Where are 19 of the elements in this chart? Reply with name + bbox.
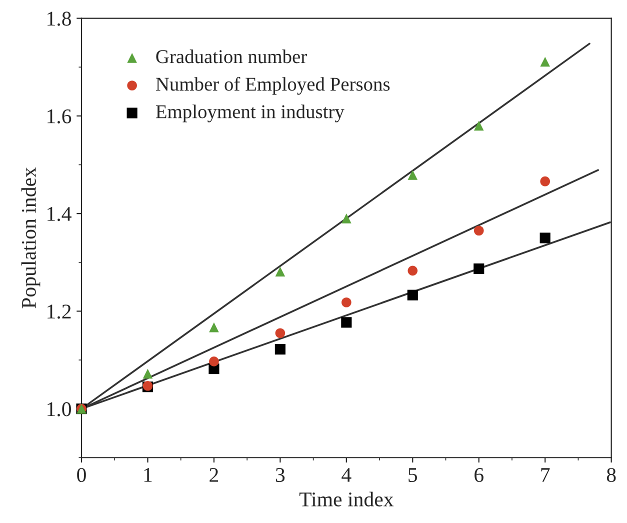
- x-tick-label: 0: [77, 468, 86, 482]
- x-tick-label: 4: [342, 468, 352, 482]
- y-tick-label: 1.8: [48, 12, 71, 26]
- y-axis-title: Population index: [21, 167, 40, 308]
- x-tick-label: 3: [276, 468, 285, 482]
- legend-label: Employment in industry: [156, 104, 344, 122]
- x-tick-label: 2: [210, 468, 218, 482]
- y-tick-label: 1.2: [48, 304, 71, 319]
- legend-label: Graduation number: [156, 50, 307, 64]
- x-tick-label: 7: [541, 468, 550, 482]
- legend-label: Number of Employed Persons: [156, 76, 390, 95]
- y-tick-label: 1.6: [48, 109, 72, 124]
- x-tick-label: 6: [474, 468, 484, 482]
- x-tick-label: 5: [408, 468, 418, 482]
- x-axis-title: Time index: [299, 492, 394, 506]
- y-tick-label: 1.4: [48, 207, 72, 222]
- x-tick-label: 8: [606, 468, 616, 482]
- x-tick-label: 1: [144, 468, 152, 482]
- y-tick-label: 1.0: [48, 402, 71, 416]
